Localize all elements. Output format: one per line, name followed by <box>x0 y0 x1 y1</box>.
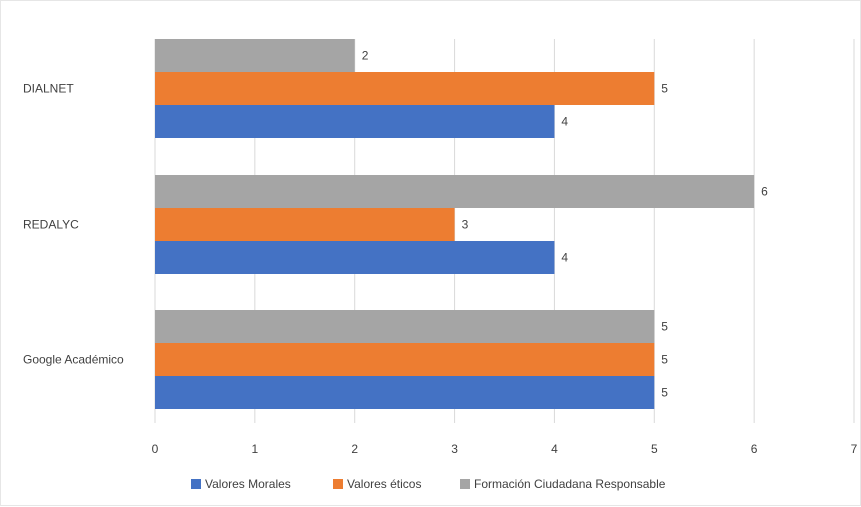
bar <box>155 39 355 72</box>
data-label: 6 <box>761 185 768 199</box>
category-label: DIALNET <box>23 82 74 96</box>
data-label: 4 <box>561 115 568 129</box>
x-tick-label: 0 <box>152 442 159 456</box>
data-label: 5 <box>661 320 668 334</box>
x-tick-label: 6 <box>751 442 758 456</box>
data-label: 5 <box>661 353 668 367</box>
legend-label: Valores Morales <box>205 477 291 491</box>
bar <box>155 376 655 409</box>
x-tick-label: 4 <box>551 442 558 456</box>
x-tick-label: 7 <box>851 442 858 456</box>
legend-label: Formación Ciudadana Responsable <box>474 477 666 491</box>
x-tick-label: 2 <box>351 442 358 456</box>
bar <box>155 175 755 208</box>
x-tick-label: 3 <box>451 442 458 456</box>
legend-swatch <box>333 479 343 489</box>
bar <box>155 343 655 376</box>
data-label: 4 <box>561 251 568 265</box>
x-tick-label: 5 <box>651 442 658 456</box>
bar <box>155 105 555 138</box>
bar <box>155 208 455 241</box>
x-tick-label: 1 <box>252 442 259 456</box>
category-label: Google Académico <box>23 353 124 367</box>
legend-swatch <box>460 479 470 489</box>
bar <box>155 241 555 274</box>
data-label: 5 <box>661 82 668 96</box>
bar <box>155 72 655 105</box>
data-label: 5 <box>661 386 668 400</box>
legend-label: Valores éticos <box>347 477 421 491</box>
legend-swatch <box>191 479 201 489</box>
data-label: 2 <box>362 49 369 63</box>
bar <box>155 310 655 343</box>
data-label: 3 <box>462 218 469 232</box>
category-label: REDALYC <box>23 218 79 232</box>
